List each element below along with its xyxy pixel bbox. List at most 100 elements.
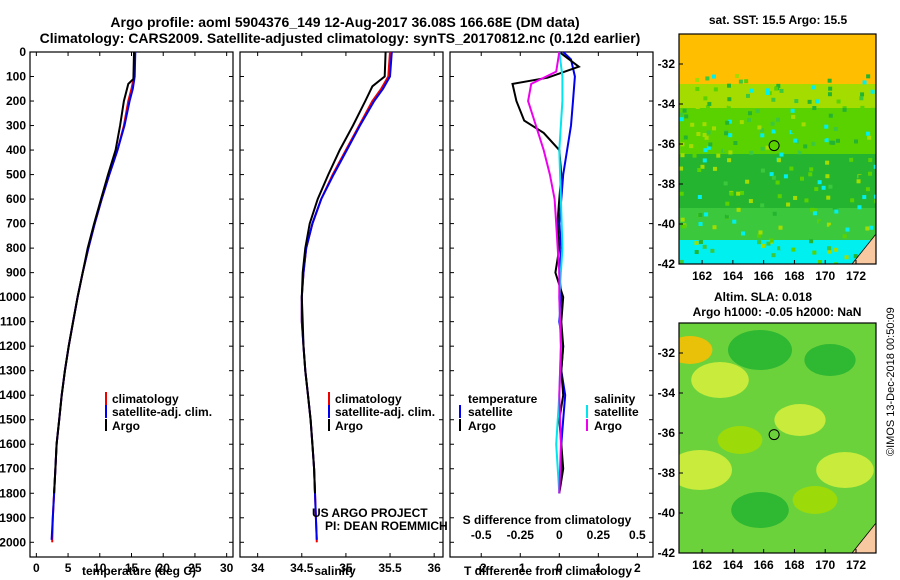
sst-pixel [745,93,750,98]
sst-pixel [811,85,816,90]
sst-pixel [818,260,823,264]
sst-pixel [712,225,717,230]
sst-pixel [765,145,770,150]
x-tick-label: 36 [427,561,441,575]
sst-pixel [744,79,749,84]
sst-pixel [853,139,858,144]
sla-anomaly-blob [679,450,732,490]
sst-pixel [793,195,798,200]
sla-anomaly-blob [774,404,826,436]
sst-pixel [728,133,733,138]
sst-pixel [757,240,762,245]
sst-pixel [777,246,782,251]
sst-pixel [757,125,762,130]
profile-location-marker [768,140,780,152]
y-tick-label: 700 [6,217,26,231]
sst-map-frame [678,33,877,265]
sst-pixel [845,227,850,232]
x-tick-label: -1 [515,561,526,575]
legend-title-temperature: temperature [468,392,538,406]
sst-pixel [760,133,765,138]
y-tick-label: 800 [6,241,26,255]
x-tick-label: 162 [692,269,712,283]
sst-pixel [866,131,871,136]
difference-panel-frame [449,51,654,558]
sst-pixel [811,141,816,146]
sst-pixel [866,74,871,79]
y-tick-label: 500 [6,168,26,182]
sst-pixel [775,180,780,185]
sst-pixel [771,175,776,180]
sst-pixel [716,153,721,158]
y-tick-label: -42 [658,546,676,560]
sst-pixel [689,144,694,149]
sst-pixel [842,107,847,112]
y-tick-label: 0 [19,45,26,59]
sst-pixel [702,122,707,127]
legend-label-argo: Argo [112,419,140,433]
difference-plot-layer: -2 -1 0 1 2 -0.5 -0.25 0 0.25 0.5 [450,51,653,575]
sst-pixel [703,148,708,153]
sst-pixel [783,174,788,179]
sst-pixel [813,208,818,213]
sst-pixel [704,212,709,217]
y-tick-label: -32 [658,346,676,360]
x-tick-label: 10 [93,561,107,575]
sst-pixel [690,122,695,127]
sst-pixel [684,114,689,119]
sst-pixel [700,164,705,169]
sst-pixel [771,129,776,134]
s-tick-label: -0.5 [471,528,492,542]
sst-pixel [794,99,799,104]
sst-pixel [862,195,867,200]
sst-pixel [705,229,710,234]
sst-pixel [697,168,702,173]
sst-pixel [827,92,832,97]
sst-pixel [825,160,830,165]
x-tick-label: 170 [815,558,835,572]
sla-anomaly-blob [792,486,838,514]
sst-pixel [755,108,760,113]
sst-pixel [745,179,750,184]
sst-pixel [696,141,701,146]
sst-pixel [738,79,743,84]
y-tick-label: 100 [6,70,26,84]
sst-pixel [842,234,847,239]
sst-pixel [775,117,780,122]
x-tick-label: 5 [65,561,72,575]
x-tick-label: 164 [723,558,743,572]
sst-pixel [807,99,812,104]
sst-pixel [712,166,717,171]
sst-pixel [679,191,684,196]
x-tick-label: 172 [846,558,866,572]
sst-pixel [710,248,715,253]
sla-map-title: Altim. SLA: 0.018 [714,290,812,304]
sst-pixel [834,262,839,264]
sst-pixel [727,119,732,124]
sst-pixel [844,255,849,260]
s-tick-label: 0.5 [629,528,646,542]
sst-pixel [728,102,733,107]
figure-title-line2: Climatology: CARS2009. Satellite-adjuste… [40,30,641,46]
x-tick-label: -2 [476,561,487,575]
sla-anomaly-blob [728,330,792,370]
sst-pixel [853,163,858,168]
sst-pixel [804,198,809,203]
sst-pixel [774,86,779,91]
sst-pixel [694,249,699,254]
sst-pixel [834,209,839,214]
sst-pixel [684,175,689,180]
sst-pixel [707,101,712,106]
sst-pixel [830,167,835,172]
sst-pixel [771,157,776,162]
sst-pixel [724,214,729,219]
legend-title-salinity: salinity [594,392,636,406]
temperature-plot-layer: 0100200300400500600700800900100011001200… [0,45,234,575]
sst-band [679,240,876,264]
sst-pixel [857,187,862,192]
sst-pixel [679,117,684,122]
y-tick-label: -40 [658,506,676,520]
x-tick-label: 168 [784,558,804,572]
legend-label-s-argo: Argo [594,419,622,433]
y-tick-label: 1800 [0,486,26,500]
